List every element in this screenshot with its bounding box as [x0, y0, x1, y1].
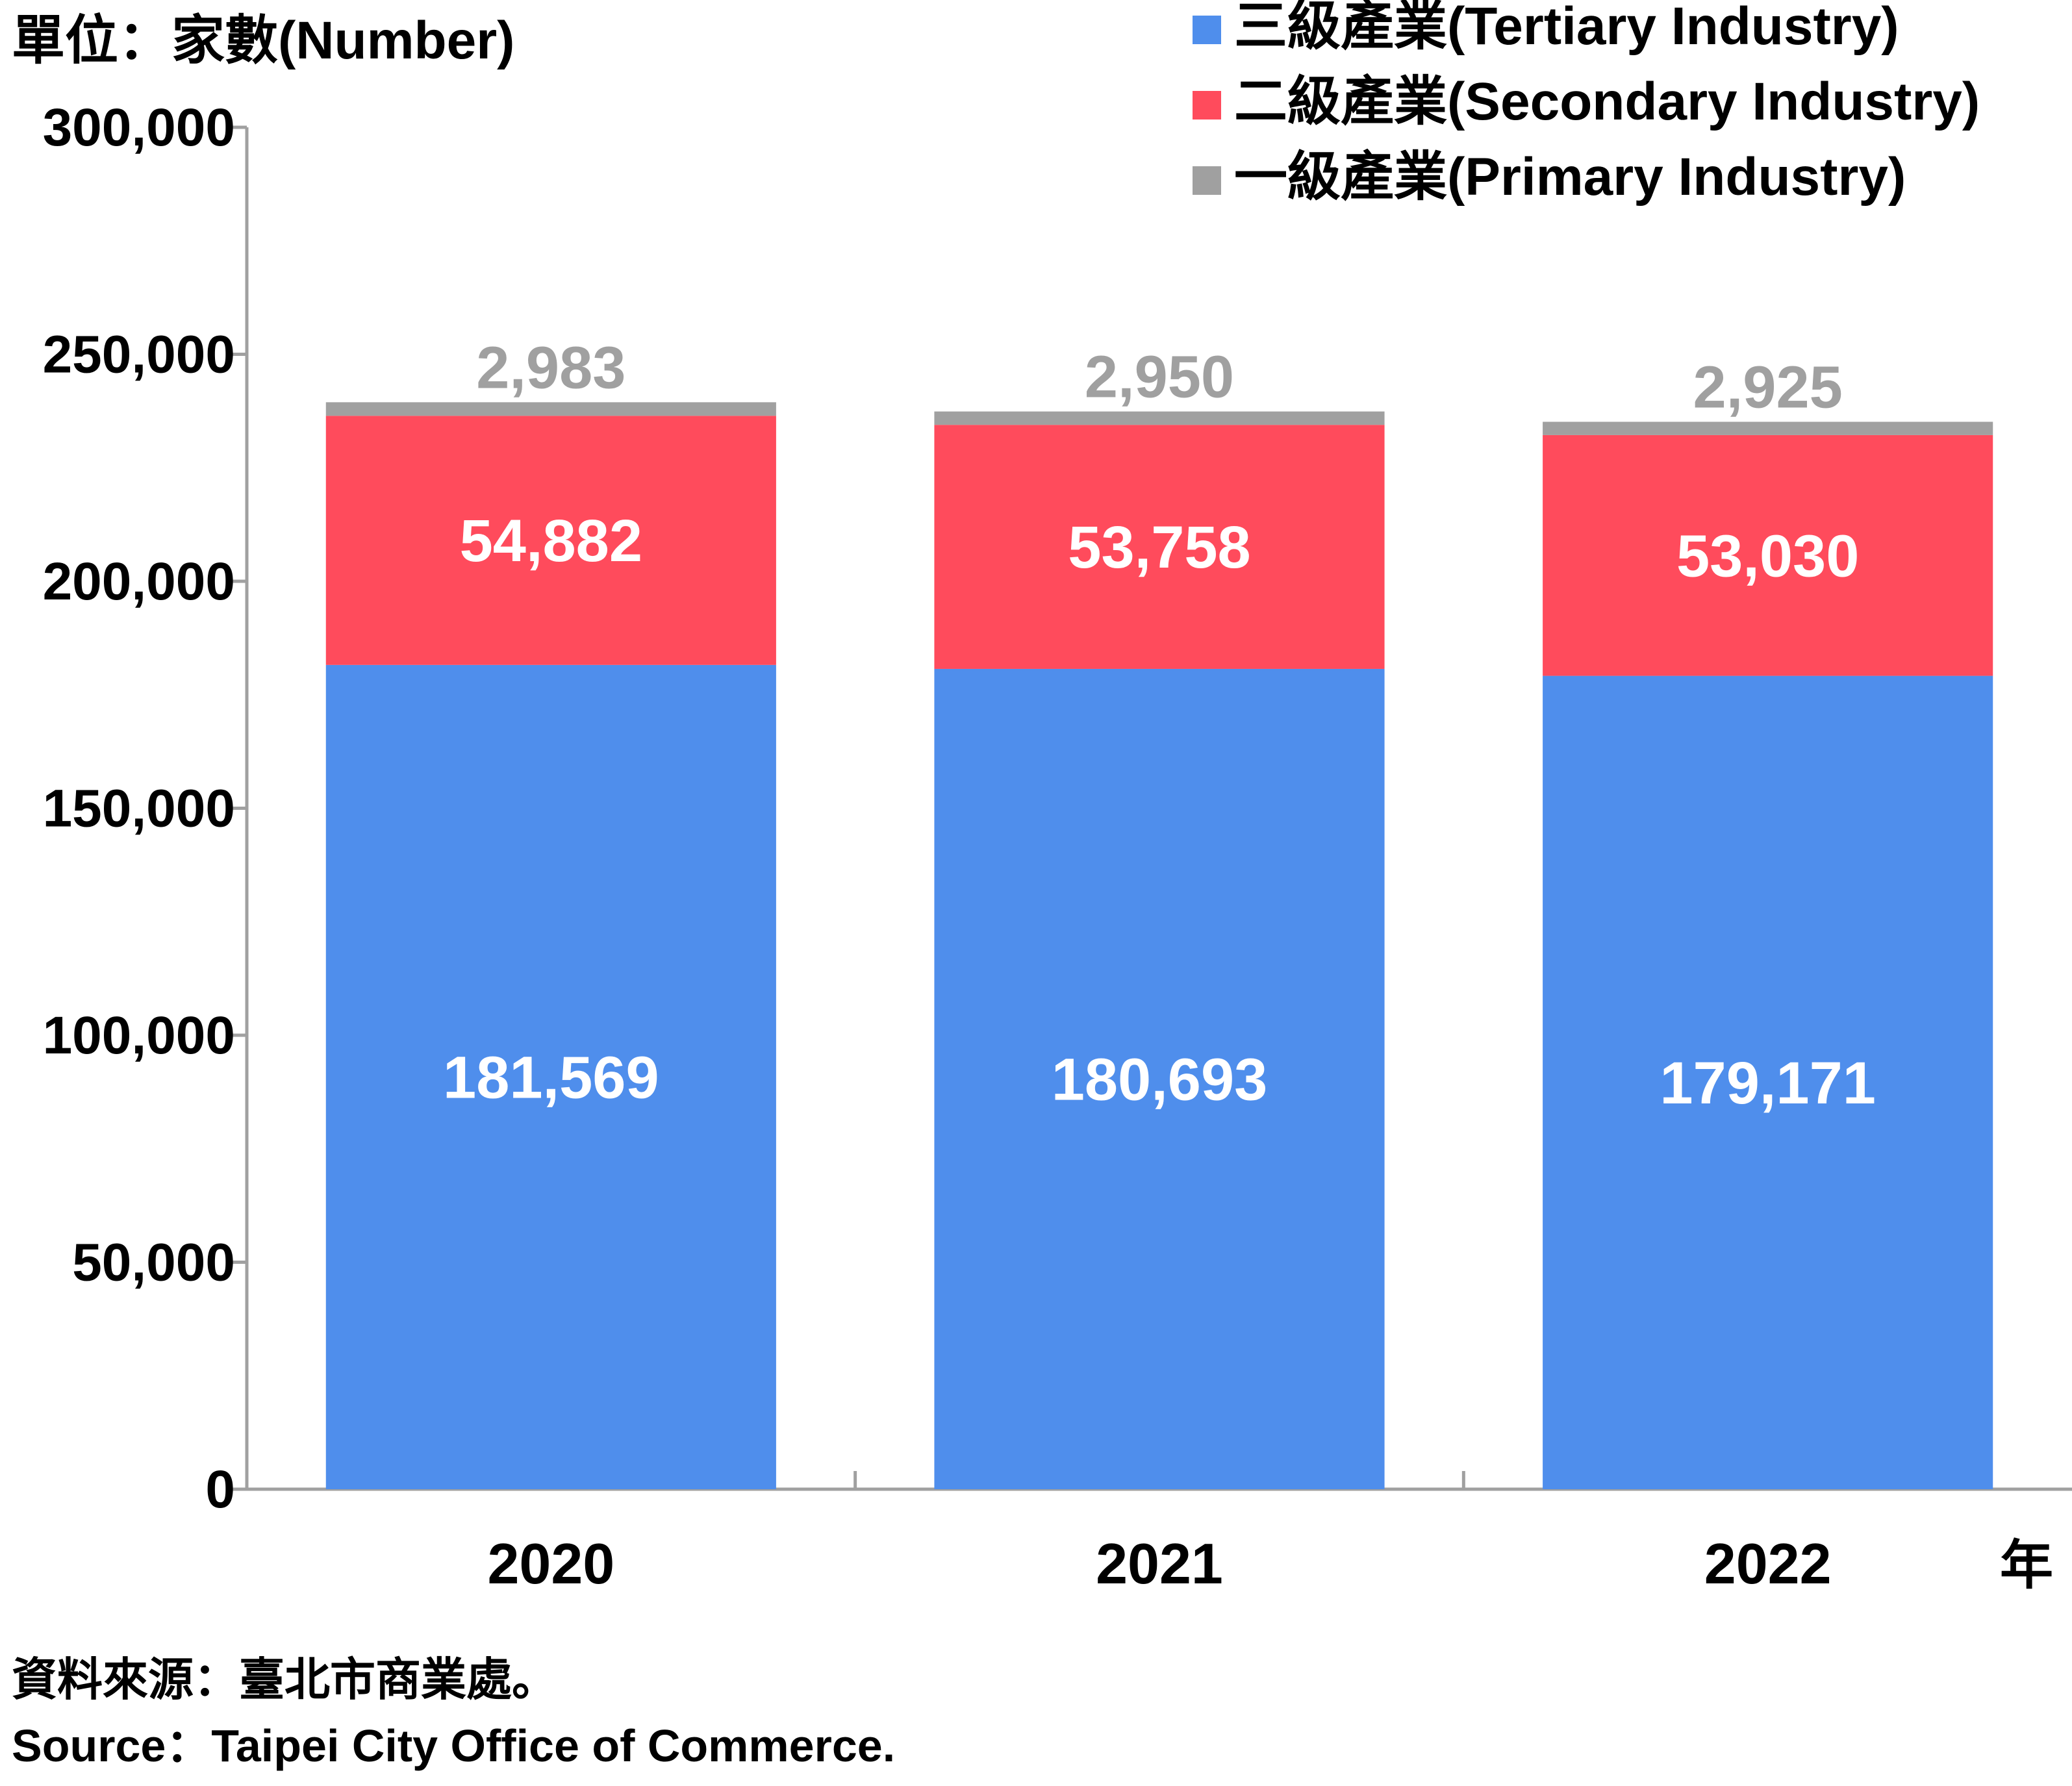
bar-tertiary — [934, 668, 1385, 1489]
y-tick-label: 0 — [205, 1460, 235, 1519]
source-zh: 資料來源：臺北市商業處。 — [12, 1654, 557, 1705]
data-label: 53,030 — [1676, 523, 1859, 589]
data-label: 2,983 — [476, 334, 625, 401]
bar-primary — [934, 411, 1385, 425]
legend-label: 三級產業(Tertiary Industry) — [1234, 0, 1899, 56]
bar-primary — [1543, 421, 1993, 435]
bar-secondary — [325, 416, 776, 665]
bar-secondary — [934, 425, 1385, 669]
bar-secondary — [1543, 434, 1993, 676]
data-label: 181,569 — [443, 1044, 659, 1111]
legend-swatch — [1193, 91, 1221, 119]
legend-label: 一級產業(Primary Industry) — [1234, 147, 1906, 207]
y-tick-label: 300,000 — [43, 98, 235, 157]
y-tick-label: 100,000 — [43, 1006, 235, 1065]
source-en: Source：Taipei City Office of Commerce. — [12, 1720, 895, 1771]
data-label: 54,882 — [460, 508, 642, 574]
x-tick-label: 2020 — [487, 1531, 614, 1596]
data-label: 2,950 — [1085, 344, 1234, 410]
legend-swatch — [1193, 16, 1221, 44]
y-tick-label: 50,000 — [72, 1233, 235, 1292]
x-tick-label: 2021 — [1096, 1531, 1223, 1596]
data-label: 53,758 — [1068, 514, 1250, 581]
y-axis: 0 50,000 100,000 150,000 200,000 250,000 300,0… — [43, 98, 249, 1519]
legend: 三級產業(Tertiary Industry) 二級產業(Secondary In… — [1193, 0, 1980, 207]
y-tick-label: 150,000 — [43, 779, 235, 838]
x-tick-label: 2022 — [1704, 1531, 1832, 1596]
bar-tertiary — [325, 664, 776, 1489]
data-label: 179,171 — [1660, 1050, 1876, 1116]
bars — [325, 402, 1993, 1489]
bar-tertiary — [1543, 675, 1993, 1489]
legend-label: 二級產業(Secondary Industry) — [1234, 72, 1980, 131]
unit-label: 單位：家數(Number) — [12, 11, 514, 70]
legend-swatch — [1193, 166, 1221, 195]
data-labels: 181,569 54,882 2,983 180,693 53,758 2,950 179,… — [443, 334, 1876, 1116]
x-unit-label: 年 — [2000, 1536, 2053, 1595]
bar-primary — [325, 402, 776, 416]
y-tick-label: 200,000 — [43, 552, 235, 611]
data-label: 2,925 — [1693, 354, 1843, 420]
data-label: 180,693 — [1052, 1046, 1268, 1113]
x-axis: 2020 2021 2022 — [247, 1471, 2072, 1596]
y-tick-label: 250,000 — [43, 325, 235, 384]
